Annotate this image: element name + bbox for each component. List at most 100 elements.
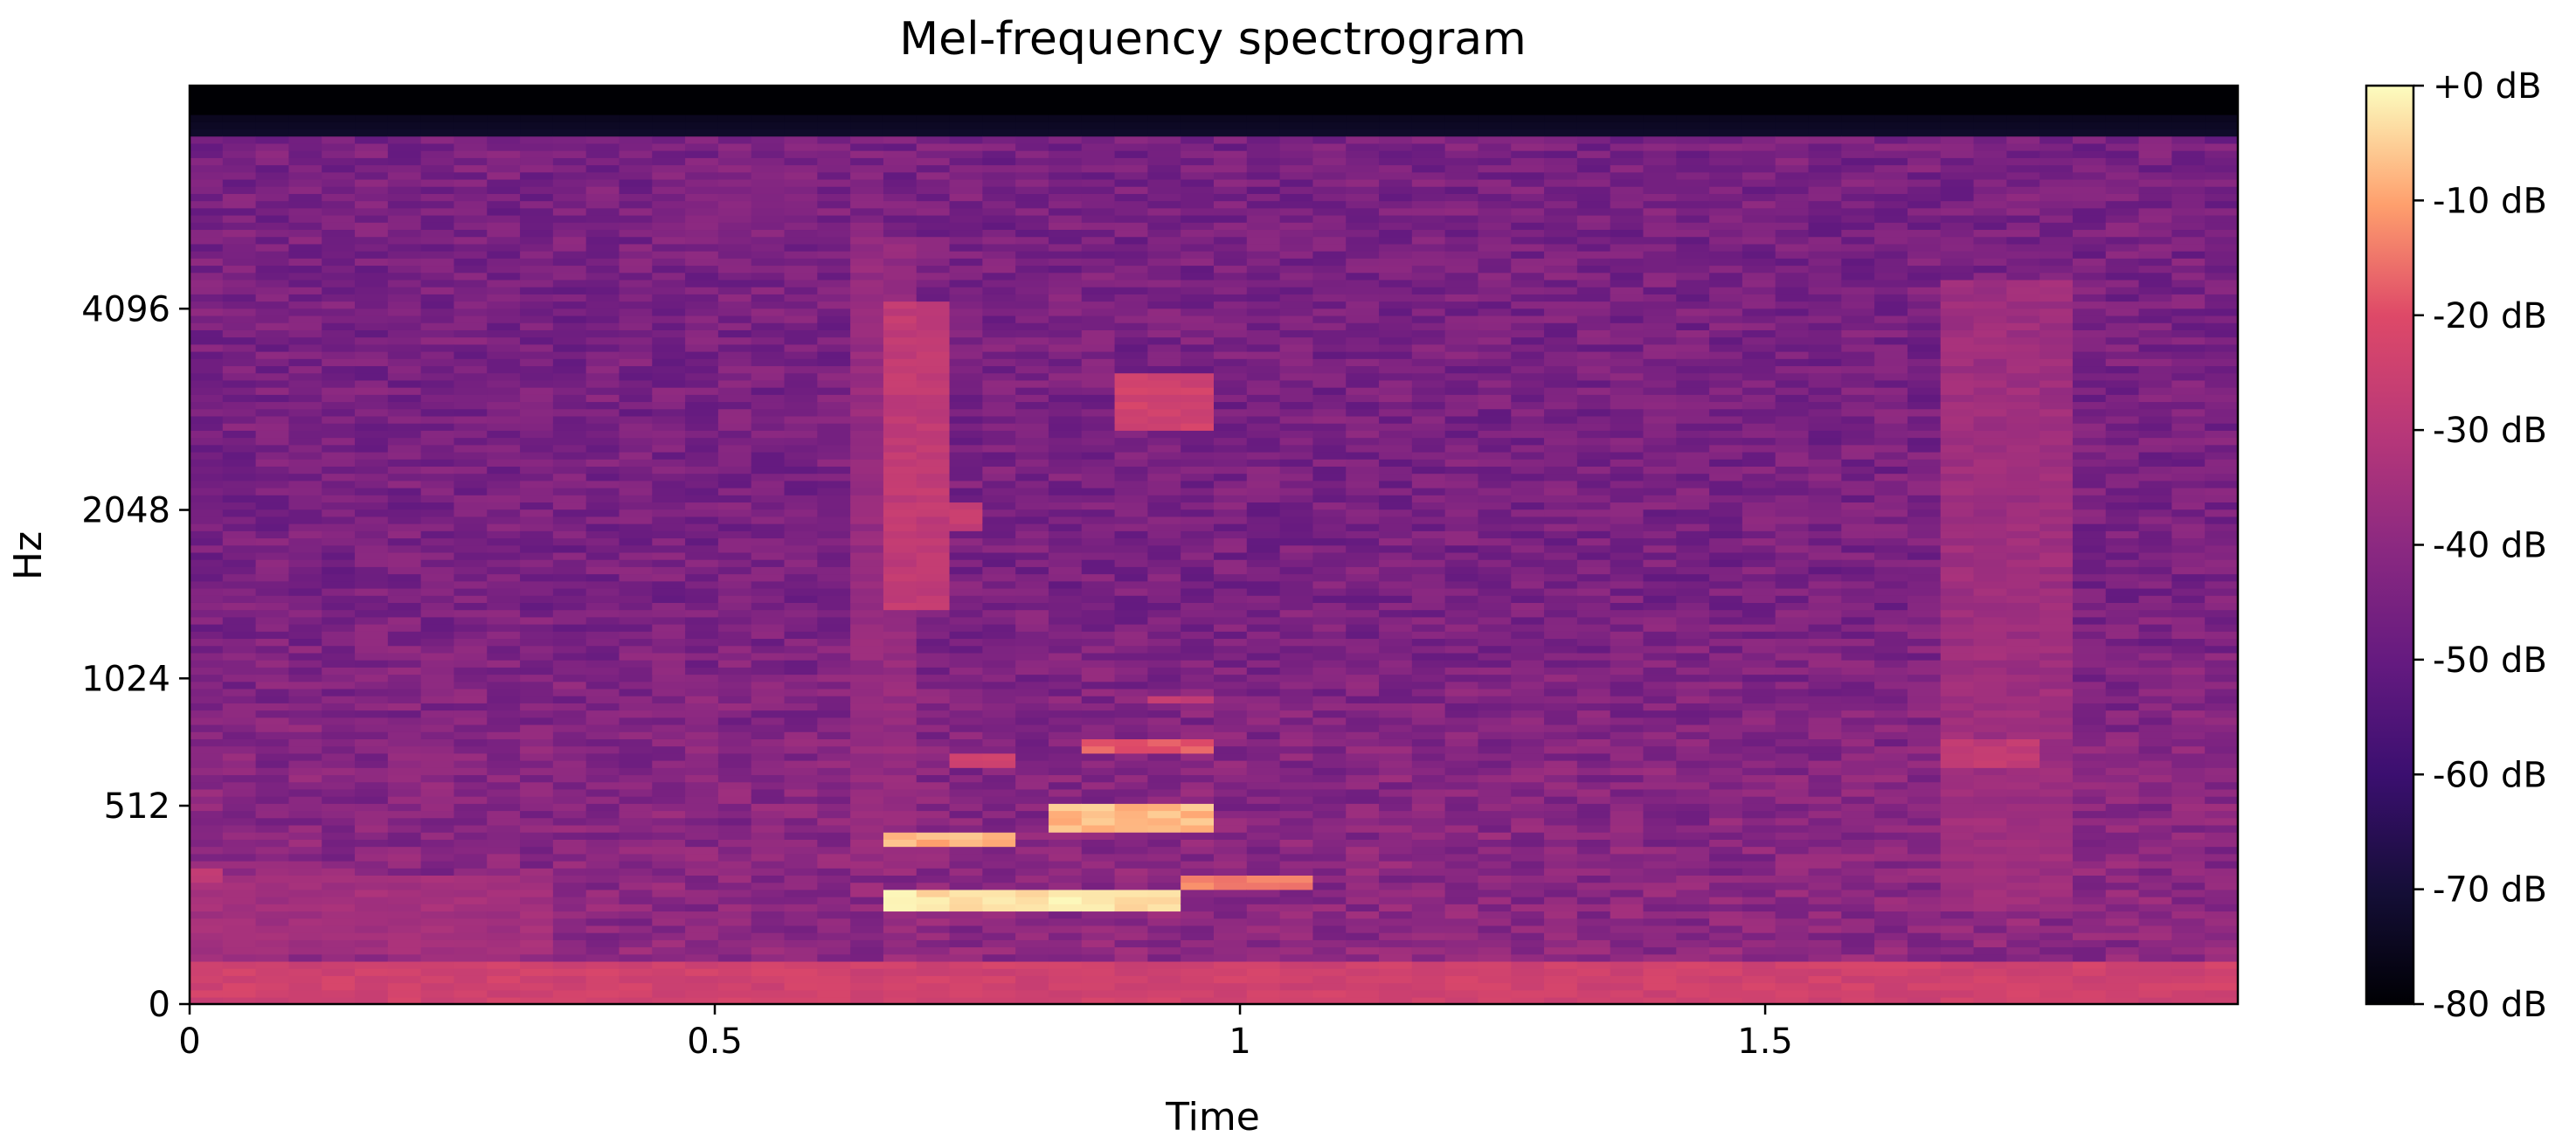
- spectrogram-cell: [652, 659, 686, 668]
- spectrogram-cell: [1411, 466, 1446, 475]
- spectrogram-cell: [355, 717, 389, 725]
- spectrogram-cell: [1411, 451, 1446, 460]
- spectrogram-cell: [288, 602, 323, 611]
- spectrogram-cell: [1214, 258, 1248, 267]
- spectrogram-cell: [1379, 795, 1413, 804]
- spectrogram-cell: [222, 982, 257, 991]
- spectrogram-cell: [585, 386, 620, 395]
- spectrogram-cell: [190, 824, 224, 833]
- spectrogram-heatmap: [190, 86, 2239, 1005]
- spectrogram-cell: [652, 487, 686, 495]
- spectrogram-cell: [190, 580, 224, 589]
- spectrogram-cell: [949, 631, 984, 640]
- spectrogram-cell: [1015, 795, 1049, 804]
- spectrogram-cell: [1444, 638, 1479, 647]
- spectrogram-cell: [1214, 250, 1248, 259]
- spectrogram-cell: [1015, 430, 1049, 439]
- spectrogram-cell: [751, 430, 786, 439]
- spectrogram-cell: [949, 918, 984, 926]
- spectrogram-cell: [454, 107, 488, 115]
- spectrogram-cell: [585, 745, 620, 754]
- spectrogram-cell: [1246, 466, 1281, 475]
- spectrogram-cell: [685, 495, 719, 503]
- spectrogram-cell: [619, 415, 654, 424]
- spectrogram-cell: [190, 222, 224, 231]
- spectrogram-cell: [1246, 882, 1281, 890]
- spectrogram-cell: [1181, 114, 1215, 122]
- spectrogram-cell: [520, 207, 554, 216]
- spectrogram-cell: [652, 810, 686, 819]
- spectrogram-cell: [1048, 128, 1083, 137]
- spectrogram-cell: [387, 939, 422, 948]
- spectrogram-cell: [387, 294, 422, 302]
- spectrogram-cell: [1279, 437, 1314, 446]
- spectrogram-cell: [949, 495, 984, 503]
- spectrogram-cell: [552, 358, 587, 367]
- spectrogram-cell: [1346, 638, 1380, 647]
- spectrogram-cell: [1181, 164, 1215, 173]
- spectrogram-cell: [652, 365, 686, 374]
- spectrogram-cell: [322, 107, 356, 115]
- spectrogram-cell: [916, 530, 951, 539]
- spectrogram-cell: [487, 602, 521, 611]
- spectrogram-cell: [751, 114, 786, 122]
- spectrogram-cell: [454, 315, 488, 323]
- spectrogram-cell: [520, 243, 554, 252]
- spectrogram-cell: [420, 795, 455, 804]
- spectrogram-cell: [1181, 867, 1215, 876]
- spectrogram-cell: [322, 229, 356, 238]
- spectrogram-cell: [454, 365, 488, 374]
- spectrogram-cell: [1181, 394, 1215, 403]
- spectrogram-cell: [520, 200, 554, 209]
- spectrogram-cell: [520, 523, 554, 531]
- spectrogram-cell: [190, 502, 224, 510]
- spectrogram-cell: [420, 530, 455, 539]
- spectrogram-cell: [1214, 918, 1248, 926]
- spectrogram-cell: [619, 960, 654, 969]
- spectrogram-cell: [255, 178, 290, 187]
- spectrogram-cell: [982, 996, 1016, 1005]
- spectrogram-cell: [883, 551, 918, 560]
- spectrogram-cell: [288, 688, 323, 696]
- spectrogram-cell: [288, 896, 323, 904]
- spectrogram-cell: [585, 350, 620, 359]
- spectrogram-cell: [916, 580, 951, 589]
- spectrogram-cell: [1147, 322, 1181, 330]
- spectrogram-cell: [1478, 982, 1513, 991]
- spectrogram-cell: [1147, 121, 1181, 130]
- spectrogram-cell: [751, 301, 786, 309]
- spectrogram-cell: [222, 860, 257, 869]
- spectrogram-cell: [1312, 667, 1347, 675]
- spectrogram-cell: [685, 688, 719, 696]
- spectrogram-cell: [751, 379, 786, 388]
- spectrogram-cell: [454, 616, 488, 625]
- spectrogram-cell: [1246, 867, 1281, 876]
- spectrogram-cell: [1147, 659, 1181, 668]
- spectrogram-cell: [1214, 573, 1248, 582]
- spectrogram-cell: [1214, 566, 1248, 575]
- spectrogram-cell: [883, 185, 918, 194]
- spectrogram-cell: [1147, 875, 1181, 883]
- spectrogram-cell: [1444, 738, 1479, 747]
- spectrogram-cell: [1015, 681, 1049, 689]
- spectrogram-cell: [355, 272, 389, 281]
- spectrogram-cell: [619, 788, 654, 797]
- spectrogram-cell: [1214, 932, 1248, 940]
- spectrogram-cell: [652, 573, 686, 582]
- spectrogram-cell: [1114, 875, 1149, 883]
- spectrogram-cell: [1379, 918, 1413, 926]
- spectrogram-cell: [916, 128, 951, 137]
- spectrogram-cell: [619, 551, 654, 560]
- spectrogram-cell: [1081, 336, 1116, 345]
- spectrogram-cell: [1147, 451, 1181, 460]
- spectrogram-cell: [387, 738, 422, 747]
- spectrogram-cell: [585, 631, 620, 640]
- spectrogram-cell: [1246, 989, 1281, 998]
- spectrogram-cell: [751, 573, 786, 582]
- spectrogram-cell: [751, 860, 786, 869]
- spectrogram-cell: [222, 580, 257, 589]
- spectrogram-cell: [1379, 480, 1413, 488]
- spectrogram-cell: [751, 710, 786, 718]
- spectrogram-cell: [420, 100, 455, 108]
- spectrogram-cell: [322, 932, 356, 940]
